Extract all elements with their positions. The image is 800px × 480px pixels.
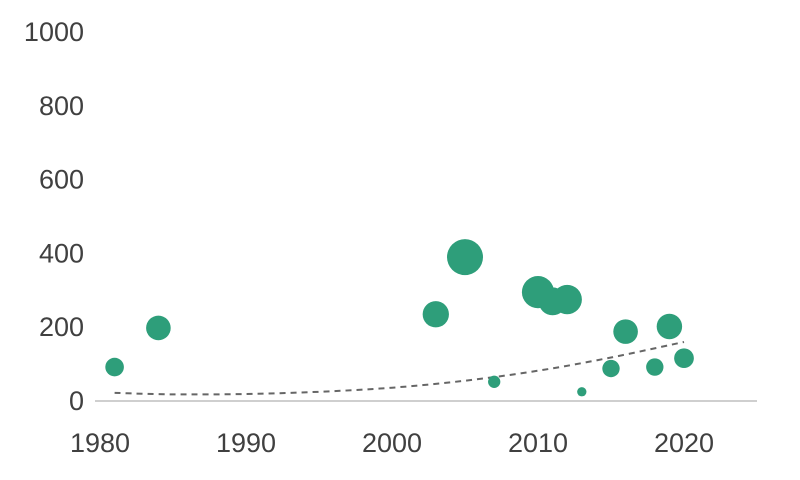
x-tick-label: 2020 [654,428,714,458]
bubble-point [105,357,124,377]
bubble-series [105,239,694,397]
bubble-point [656,313,683,340]
y-tick-label: 600 [39,165,84,195]
bubble-point [422,301,449,328]
x-tick-label: 1980 [70,428,130,458]
y-tick-label: 200 [39,312,84,342]
bubble-point [613,319,638,344]
trendline [114,341,685,396]
y-tick-label: 1000 [24,17,84,47]
bubble-point [577,387,587,397]
x-tick-label: 1990 [216,428,276,458]
bubble-point [447,239,483,276]
bubble-point [646,358,664,376]
bubble-point [146,315,171,341]
x-tick-label: 2000 [362,428,422,458]
bubble-point [488,375,501,388]
x-tick-label: 2010 [508,428,568,458]
y-tick-label: 800 [39,91,84,121]
y-tick-label: 400 [39,238,84,268]
y-tick-label: 0 [69,386,84,416]
x-axis-tick-labels: 1980 1990 2000 2010 2020 [70,428,714,458]
bubble-point [674,348,694,369]
bubble-point [602,359,620,378]
y-axis-tick-labels: 0 200 400 600 800 1000 [24,17,84,416]
bubble-point [552,284,582,315]
